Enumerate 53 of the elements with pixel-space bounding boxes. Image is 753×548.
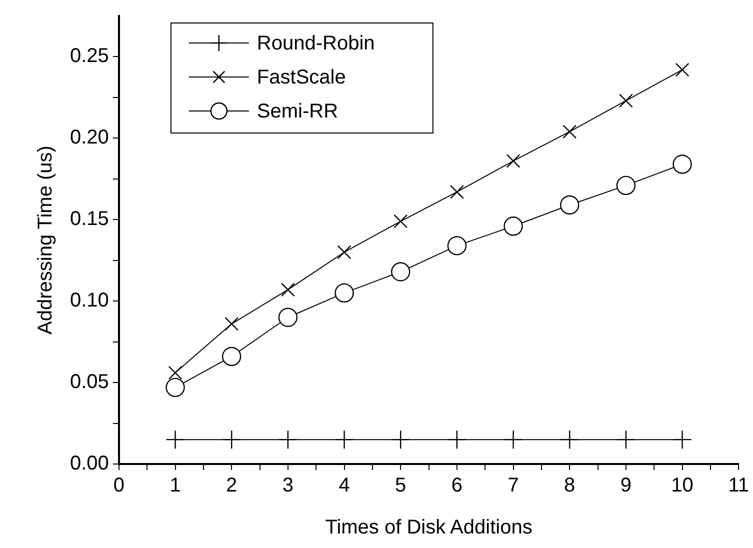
y-axis-title: Addressing Time (us) [34,146,57,334]
x-tick-label: 3 [282,474,294,497]
point [166,378,185,398]
y-tick-label: 0.20 [70,126,109,149]
point [447,430,467,450]
point [394,214,408,228]
point [278,308,298,327]
x-tick-label: 4 [338,474,350,497]
legend-label: FastScale [256,66,346,89]
x-tick-label: 1 [170,474,181,497]
point [168,366,182,380]
point [560,430,580,450]
point [337,245,352,260]
point [560,195,580,215]
x-tick-label: 10 [671,474,694,497]
x-tick-label: 5 [395,474,406,497]
point [222,430,242,450]
point [224,316,239,331]
point [334,430,354,450]
x-axis-title: Times of Disk Additions [325,516,532,539]
x-tick-label: 6 [451,474,463,497]
point [672,430,692,450]
point [506,154,520,168]
point [618,94,633,108]
x-tick-label: 11 [728,474,749,497]
y-tick-label: 0.10 [70,290,109,312]
point [447,236,467,256]
y-tick-label: 0.15 [70,208,109,230]
point [280,282,295,297]
point [222,346,242,366]
point [504,430,523,450]
x-tick-label: 2 [226,474,238,497]
point [391,262,410,282]
point [504,216,523,236]
y-tick-label: 0.00 [70,452,109,475]
legend-label: Semi-RR [256,100,338,123]
point [562,124,577,139]
x-tick-label: 9 [620,474,632,497]
point [278,430,298,450]
point [675,62,690,77]
point [391,430,410,450]
point [334,283,354,303]
y-tick-label: 0.25 [70,45,109,68]
legend-label: Round-Robin [256,32,375,55]
point [166,430,185,450]
point [672,154,692,174]
x-tick-label: 8 [564,474,576,497]
y-tick-label: 0.05 [70,371,109,394]
point [616,430,636,450]
point [450,184,464,199]
point [616,176,636,196]
x-tick-label: 7 [508,474,519,497]
x-tick-label: 0 [113,474,124,497]
